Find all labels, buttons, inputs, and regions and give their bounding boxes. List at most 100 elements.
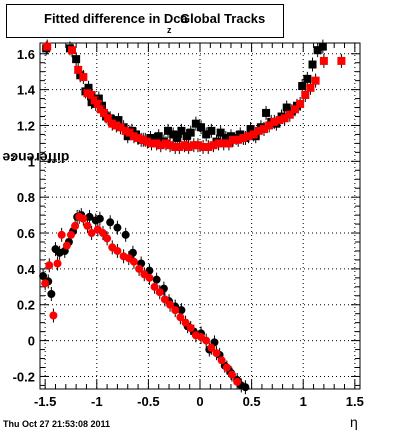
data-point-circle [71,221,80,230]
data-point-square [285,110,294,119]
x-tick-label: -0.5 [137,394,159,409]
data-point-square [139,135,148,144]
data-point-square [282,103,291,112]
y-tick-label: 0.6 [17,226,35,241]
data-point-circle [228,370,236,379]
data-point-circle [171,306,180,315]
y-tick-label: 1.4 [17,83,36,98]
data-point-circle [166,300,175,309]
data-point-square [298,82,307,91]
data-point-circle [135,264,144,273]
data-point-circle [152,275,161,284]
data-point-square [280,114,289,123]
timestamp: Thu Oct 27 21:53:08 2011 [3,419,111,429]
data-point-square [180,141,189,150]
data-point-square [169,130,178,139]
data-point-circle [222,363,231,372]
data-point-square [249,130,258,139]
data-point-square [199,142,208,151]
data-point-square [270,117,279,126]
data-point-circle [113,223,122,232]
data-point-circle [79,214,88,223]
x-axis-label: η [350,414,358,430]
data-point-square [303,74,312,83]
data-point-circle [66,230,75,239]
y-tick-label: 1.2 [17,118,35,133]
y-tick-label: 0.8 [17,190,35,205]
data-point-square [224,139,233,148]
data-point-circle [103,234,112,243]
data-point-circle [95,214,104,223]
data-point-circle [207,343,216,352]
data-point-square [177,126,186,135]
y-tick-label: 1.6 [17,47,35,62]
chart-title: Fitted difference in Dca [44,11,188,26]
data-point-circle [233,377,242,386]
data-point-square [244,132,253,141]
data-point-circle [41,279,50,288]
data-point-circle [202,336,211,345]
data-point-circle [45,261,54,270]
data-point-square [275,116,284,125]
data-point-square [193,141,202,150]
data-point-square [79,73,88,82]
data-point-square [301,90,310,99]
x-tick-label: 1 [300,394,307,409]
data-point-square [337,56,346,65]
data-point-circle [212,349,221,358]
data-point-square [265,121,274,130]
data-point-square [202,130,211,139]
data-point-square [246,125,255,134]
data-point-square [216,128,225,137]
data-point-square [311,76,320,85]
data-point-circle [57,230,66,239]
data-point-circle [47,289,56,298]
data-point-square [234,135,243,144]
data-point-square [84,83,93,92]
data-point-square [100,108,108,117]
data-point-square [197,123,206,132]
data-point-square [229,135,238,144]
data-point-square [166,141,175,150]
data-point-square [308,60,317,69]
x-tick-label: -1.5 [34,394,56,409]
data-point-square [260,125,268,134]
data-point-square [262,108,271,117]
data-point-square [83,89,92,98]
x-tick-label: -1 [91,394,103,409]
data-point-square [161,139,170,148]
data-point-square [189,141,198,150]
data-point-square [171,142,180,151]
data-point-square [154,132,163,141]
data-point-square [152,139,161,148]
data-point-square [313,46,322,55]
data-point-circle [181,318,190,327]
y-tick-label: -0.2 [13,369,35,384]
chart-title-suffix: Global Tracks [180,11,266,26]
data-point-square [72,55,81,64]
data-point-square [114,116,123,125]
data-point-circle [113,246,122,255]
y-tick-label: 0.2 [17,298,35,313]
data-point-square [125,128,134,137]
data-point-square [43,42,52,51]
y-tick-label: 0 [28,334,35,349]
y-axis-label-subscript: z [10,152,16,164]
data-point-square [219,139,228,148]
data-point-square [214,139,223,148]
data-point-square [306,83,315,92]
data-point-square [164,126,172,135]
data-point-square [93,99,102,108]
data-point-circle [176,313,185,322]
data-point-circle [155,288,164,297]
data-point-square [221,134,230,143]
data-point-circle [106,218,115,227]
data-point-square [94,94,103,103]
data-point-circle [129,257,138,266]
data-point-circle [217,356,226,365]
y-tick-label: 1 [28,154,35,169]
data-point-square [254,126,263,135]
x-tick-label: 0 [196,394,203,409]
x-tick-label: 1.5 [346,394,364,409]
